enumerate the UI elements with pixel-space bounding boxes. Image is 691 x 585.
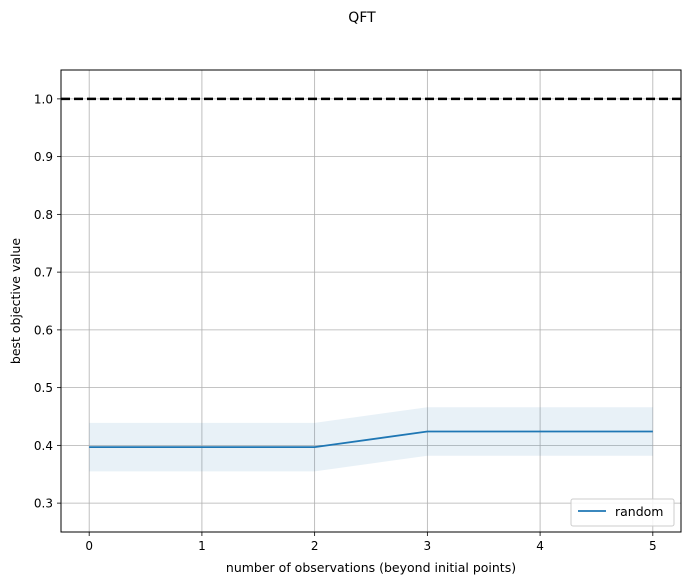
- y-tick-label: 0.7: [34, 266, 53, 280]
- y-axis-label: best objective value: [8, 238, 23, 365]
- x-tick-label: 3: [424, 539, 432, 553]
- y-tick-label: 0.5: [34, 381, 53, 395]
- y-tick-label: 0.4: [34, 439, 53, 453]
- x-tick-label: 2: [311, 539, 319, 553]
- x-tick-label: 4: [536, 539, 544, 553]
- plot-frame: [60, 69, 682, 533]
- series-line-random: [89, 430, 653, 449]
- y-tick-label: 0.8: [34, 208, 53, 222]
- x-axis-label: number of observations (beyond initial p…: [226, 560, 516, 575]
- y-tick-label: 0.9: [34, 150, 53, 164]
- y-tick-label: 0.3: [34, 497, 53, 511]
- grid-layer: [61, 70, 681, 532]
- chart-title: QFT: [348, 10, 376, 26]
- x-tick-label: 5: [649, 539, 657, 553]
- y-tick-label: 0.6: [34, 323, 53, 337]
- x-tick-label: 0: [85, 539, 93, 553]
- tick-layer: 0 1 2 3 4 5 0.3 0.4 0.5 0.6 0.7 0.8 0.9 1.0: [34, 92, 657, 553]
- legend-box: [570, 498, 675, 527]
- y-tick-label: 1.0: [34, 92, 53, 106]
- series-line-layer: [89, 430, 653, 449]
- legend-label-random: random: [615, 504, 663, 519]
- legend: random: [570, 498, 675, 527]
- x-tick-label: 1: [198, 539, 206, 553]
